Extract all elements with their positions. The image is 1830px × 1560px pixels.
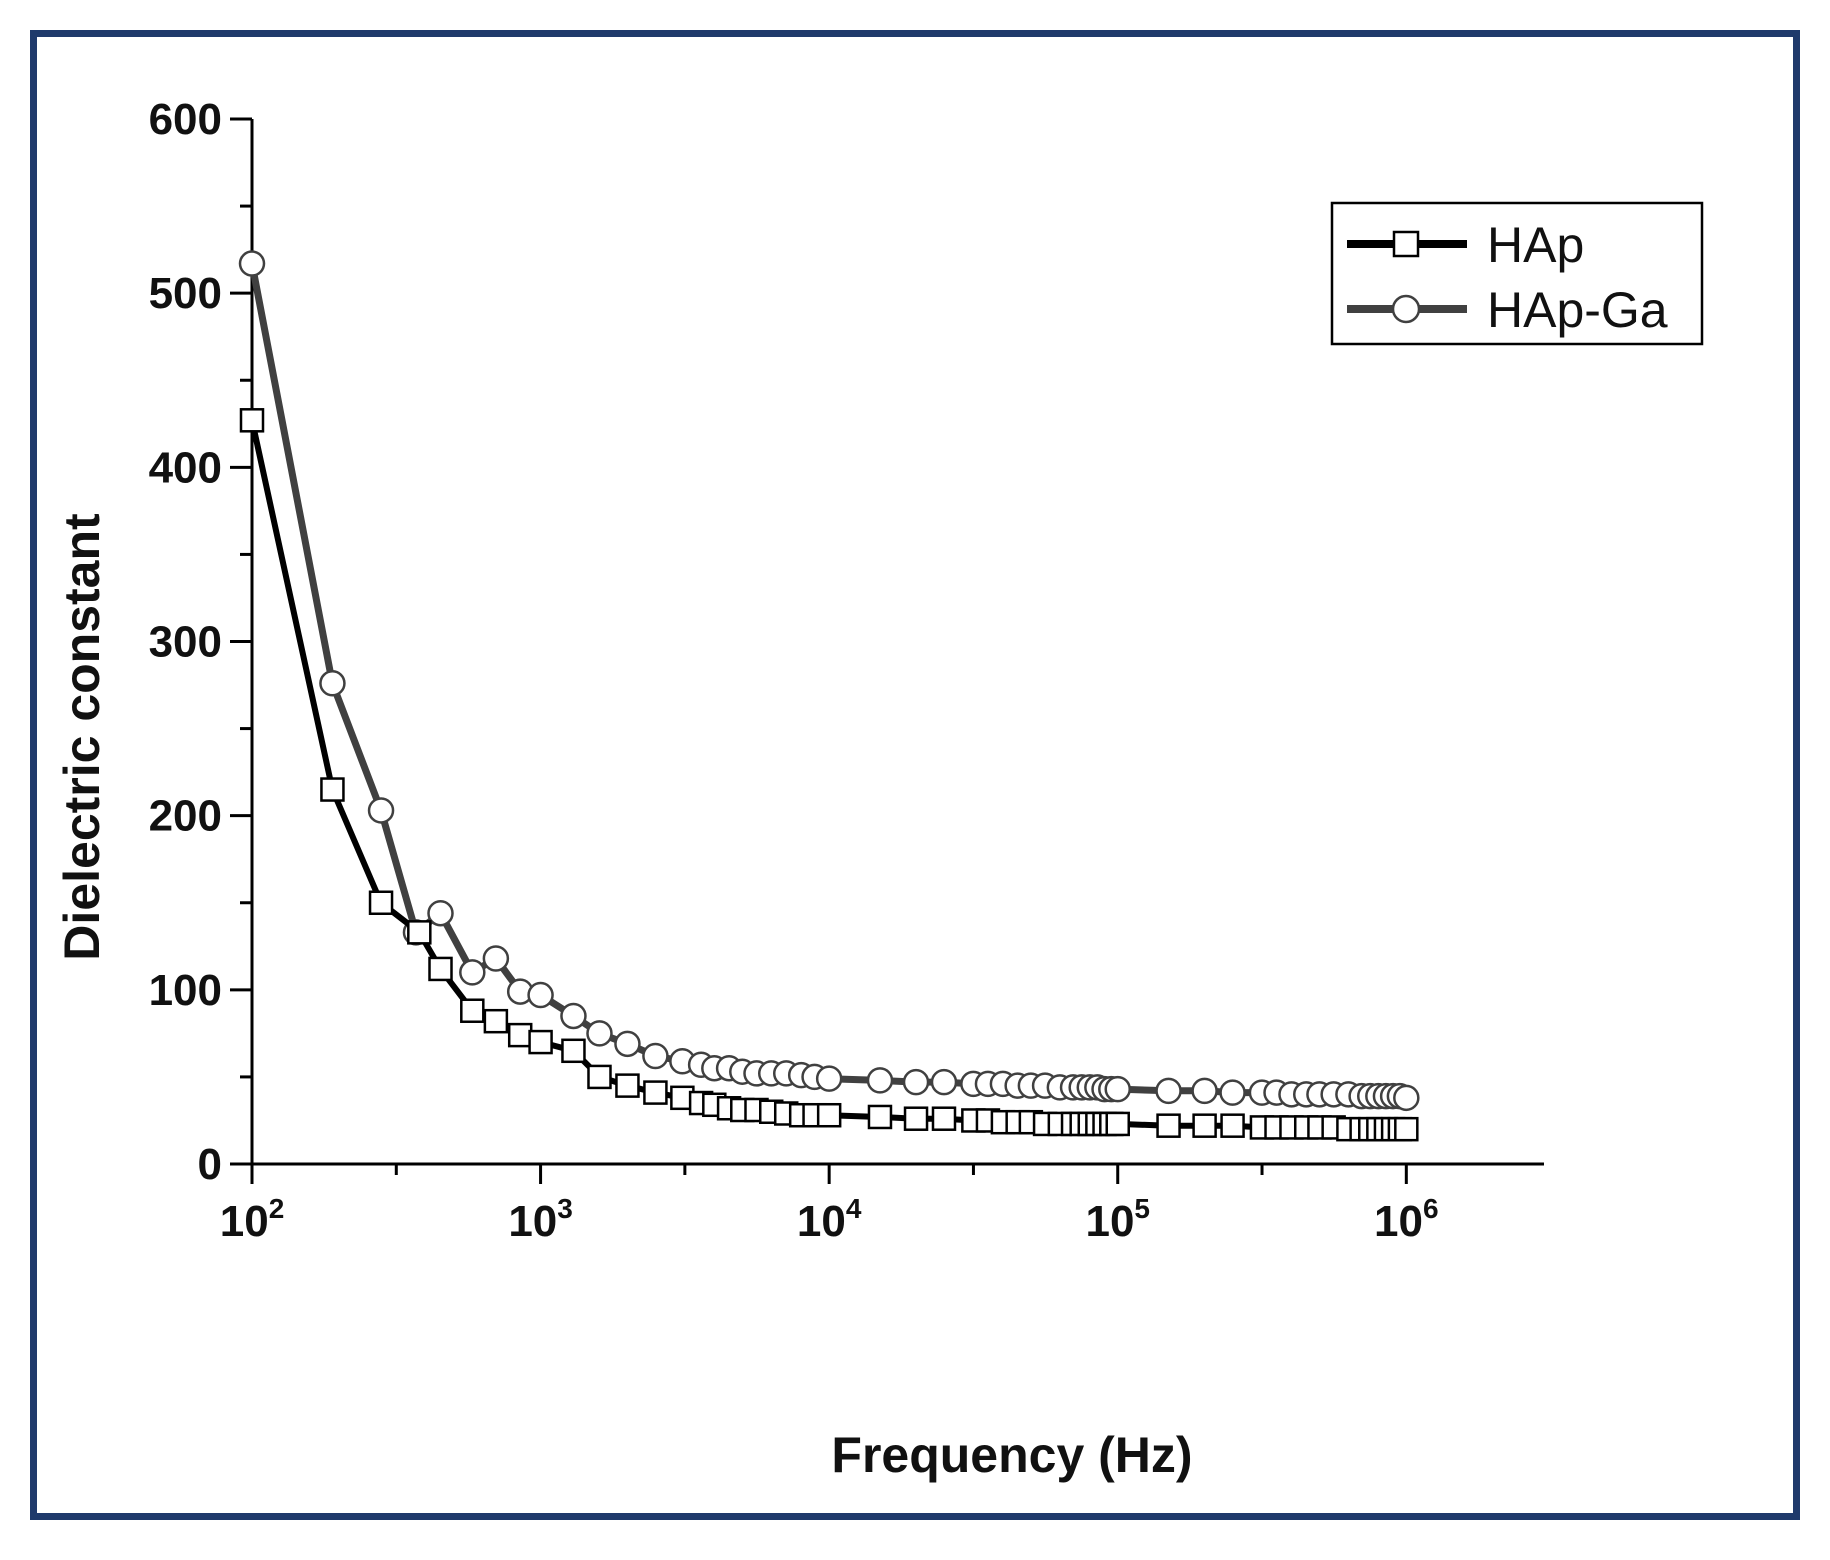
data-point-square [1105, 1111, 1130, 1137]
legend-marker-circle [1391, 294, 1421, 324]
data-point-circle [1219, 1079, 1246, 1106]
data-point-square [643, 1080, 668, 1105]
series-line-hap [249, 419, 1407, 1133]
y-tick-label: 400 [149, 443, 222, 492]
data-point-square [1156, 1113, 1181, 1138]
legend-box [1330, 201, 1704, 346]
data-point-circle [1393, 1084, 1420, 1112]
data-point-square [528, 1029, 553, 1055]
series-hap [239, 408, 1419, 1142]
y-tick-label: 200 [149, 792, 222, 841]
data-point-circle [1104, 1075, 1131, 1103]
data-point-circle [1155, 1077, 1182, 1105]
series-hap-ga [238, 250, 1420, 1112]
y-tick-label: 600 [149, 95, 222, 144]
data-point-square [587, 1064, 612, 1090]
y-axis-ticks: 0 100 200 300 400 500 600 [149, 95, 252, 1189]
x-tick-label: 106 [1374, 1193, 1439, 1246]
data-point-square [368, 890, 394, 915]
data-point-circle [560, 1002, 587, 1030]
data-point-circle [642, 1042, 669, 1070]
data-point-square [239, 408, 265, 433]
data-point-circle [815, 1065, 843, 1092]
series-layer [238, 250, 1420, 1142]
series-line-hap-ga [248, 262, 1408, 1102]
x-tick-label: 104 [797, 1193, 862, 1246]
data-point-square [460, 998, 485, 1023]
data-point-circle [586, 1020, 613, 1047]
data-point-circle [238, 250, 266, 277]
data-point-circle [866, 1067, 894, 1094]
data-point-square [903, 1106, 929, 1131]
legend-label-hap-ga: HAp-Ga [1487, 282, 1668, 338]
data-point-square [1220, 1113, 1245, 1138]
data-point-circle [614, 1030, 641, 1058]
data-point-circle [1191, 1077, 1218, 1105]
legend-marker-square [1392, 230, 1420, 258]
figure-frame: 0 100 200 300 400 500 600 102 103 104 105 106 Diel… [30, 30, 1800, 1520]
data-point-square [428, 956, 453, 982]
y-tick-label: 500 [149, 269, 222, 318]
x-tick-label: 103 [508, 1193, 573, 1246]
legend-label-hap: HAp [1487, 217, 1584, 273]
data-point-circle [930, 1068, 958, 1096]
data-point-square [1394, 1116, 1419, 1142]
x-axis-title: Frequency (Hz) [831, 1427, 1192, 1483]
dielectric-chart: 0 100 200 300 400 500 600 102 103 104 105 106 Diel… [54, 95, 1704, 1483]
data-point-square [816, 1102, 842, 1128]
legend: HAp HAp-Ga [1330, 201, 1704, 346]
data-point-square [615, 1073, 640, 1098]
y-tick-label: 0 [198, 1140, 222, 1189]
data-point-square [320, 777, 345, 802]
data-point-square [867, 1104, 893, 1130]
data-point-square [483, 1008, 509, 1034]
data-point-circle [459, 959, 486, 986]
x-axis-ticks: 102 103 104 105 106 [220, 1164, 1439, 1246]
data-point-circle [902, 1068, 930, 1096]
data-point-square [561, 1038, 586, 1064]
data-point-circle [367, 797, 395, 824]
data-point-square [1192, 1113, 1217, 1138]
data-point-square [507, 1022, 533, 1048]
y-axis-title: Dielectric constant [54, 513, 110, 961]
data-point-circle [482, 945, 510, 972]
x-tick-label: 102 [220, 1193, 285, 1246]
data-point-circle [427, 899, 454, 927]
data-point-square [407, 920, 432, 945]
data-point-square [931, 1106, 957, 1131]
data-point-circle [319, 670, 346, 697]
y-tick-label: 300 [149, 618, 222, 667]
data-point-circle [527, 981, 554, 1009]
x-tick-label: 105 [1085, 1193, 1150, 1246]
y-tick-label: 100 [149, 966, 222, 1015]
